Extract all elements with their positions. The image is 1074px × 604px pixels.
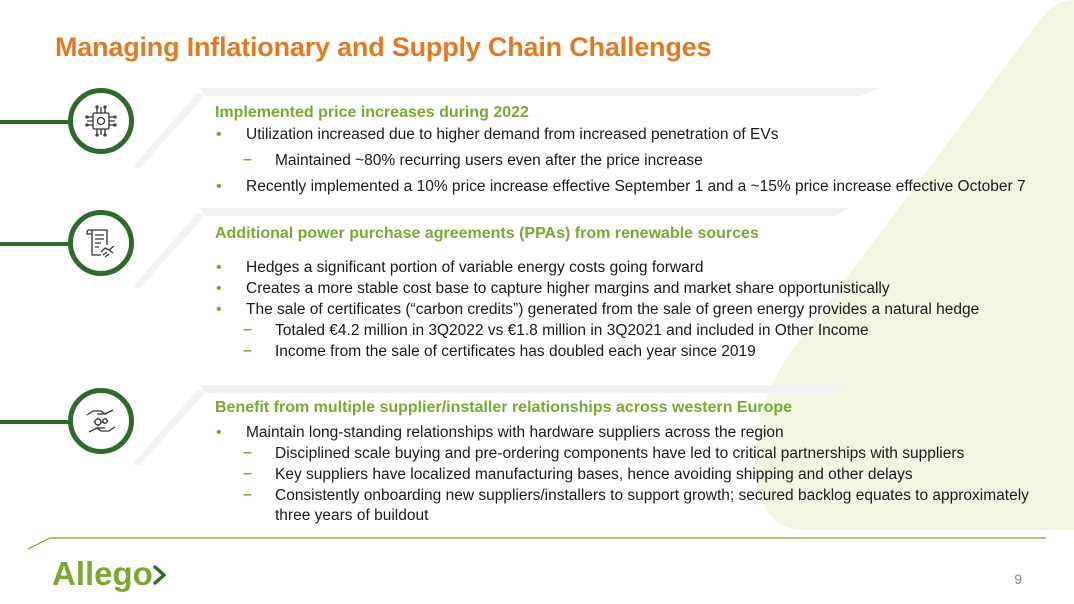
bullet-item: Utilization increased due to higher dema… — [215, 125, 1055, 145]
connector-line-1 — [0, 120, 72, 124]
allego-logo: Allego — [52, 555, 166, 592]
bullet-item: Recently implemented a 10% price increas… — [215, 177, 1055, 197]
sub-bullet-item: Disciplined scale buying and pre-orderin… — [215, 443, 1055, 464]
bullet-item: Hedges a significant portion of variable… — [215, 258, 1055, 278]
sub-bullet-item: Key suppliers have localized manufacturi… — [215, 464, 1055, 485]
page-title: Managing Inflationary and Supply Chain C… — [55, 32, 712, 62]
bullet-item: Creates a more stable cost base to captu… — [215, 279, 1055, 299]
logo-text: Allego — [52, 555, 153, 592]
sub-bullet-item: Totaled €4.2 million in 3Q2022 vs €1.8 m… — [215, 320, 1055, 341]
section-heading: Implemented price increases during 2022 — [215, 104, 529, 121]
section-icon-badge-3 — [68, 388, 134, 454]
page-number: 9 — [1014, 571, 1022, 587]
bullet-item: The sale of certificates (“carbon credit… — [215, 300, 1055, 320]
contract-handshake-icon — [86, 229, 115, 258]
section-icon-badge-1 — [68, 88, 134, 154]
connector-line-2 — [0, 242, 72, 246]
section-heading: Benefit from multiple supplier/installer… — [215, 399, 793, 416]
sub-bullet-item: Income from the sale of certificates has… — [215, 341, 1055, 362]
sub-bullet-item: Consistently onboarding new suppliers/in… — [215, 485, 1055, 526]
section-price-increases: Implemented price increases during 2022 … — [215, 103, 1055, 197]
hands-gears-icon — [86, 409, 116, 433]
section-icon-badge-2 — [68, 210, 134, 276]
circuit-chip-icon — [85, 105, 117, 137]
sub-bullet-item: Maintained ~80% recurring users even aft… — [215, 150, 1055, 171]
footer-rule — [27, 537, 1046, 550]
section-heading: Additional power purchase agreements (PP… — [215, 225, 759, 242]
section-suppliers: Benefit from multiple supplier/installer… — [215, 398, 1055, 526]
section-ppas: Additional power purchase agreements (PP… — [215, 224, 1055, 362]
bullet-item: Maintain long-standing relationships wit… — [215, 423, 1055, 443]
connector-line-3 — [0, 420, 72, 424]
